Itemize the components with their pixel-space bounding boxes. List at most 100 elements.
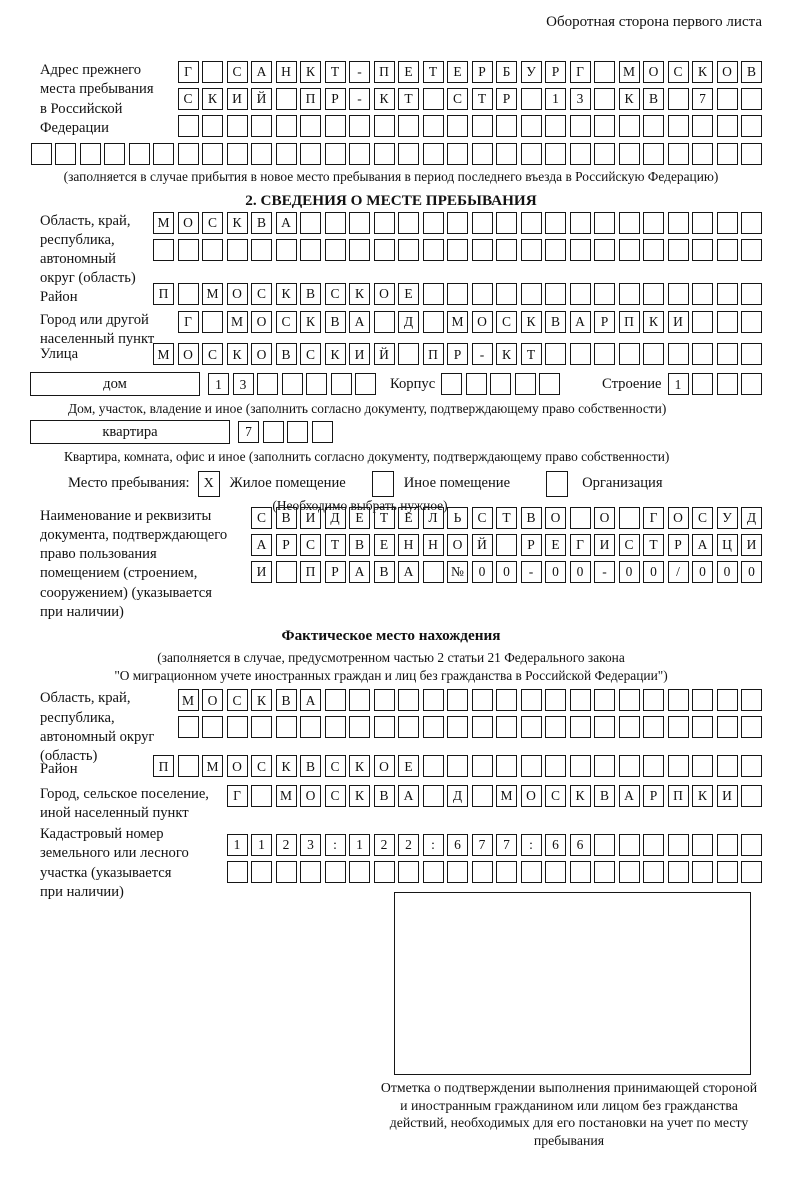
char-cell[interactable]: Д: [324, 506, 346, 529]
char-cell[interactable]: [520, 282, 542, 305]
char-cell[interactable]: [692, 310, 713, 333]
char-cell[interactable]: К: [349, 282, 370, 305]
char-cell[interactable]: П: [422, 343, 444, 366]
char-cell[interactable]: И: [741, 533, 762, 556]
char-cell[interactable]: О: [447, 533, 468, 556]
char-cell[interactable]: [275, 88, 297, 110]
char-cell[interactable]: Й: [251, 88, 272, 110]
char-cell[interactable]: К: [226, 343, 248, 366]
char-cell[interactable]: [520, 115, 542, 137]
char-cell[interactable]: [545, 115, 566, 137]
char-cell[interactable]: [545, 143, 566, 165]
char-cell[interactable]: П: [300, 88, 321, 110]
char-cell[interactable]: [226, 143, 248, 165]
char-cell[interactable]: М: [202, 755, 223, 778]
char-cell[interactable]: [667, 115, 689, 137]
char-cell[interactable]: [545, 211, 566, 234]
char-cell[interactable]: И: [300, 506, 321, 529]
char-cell[interactable]: О: [226, 755, 248, 778]
char-cell[interactable]: [349, 716, 370, 739]
char-cell[interactable]: 1: [226, 834, 248, 857]
char-cell[interactable]: [741, 343, 762, 366]
char-cell[interactable]: М: [153, 211, 174, 234]
char-cell[interactable]: [202, 143, 223, 165]
char-cell[interactable]: 2: [398, 834, 419, 857]
char-cell[interactable]: [177, 115, 199, 137]
char-cell[interactable]: [324, 861, 346, 884]
char-cell[interactable]: [618, 716, 640, 739]
char-cell[interactable]: [496, 533, 517, 556]
char-cell[interactable]: И: [594, 533, 615, 556]
char-cell[interactable]: В: [373, 560, 395, 583]
char-cell[interactable]: 3: [232, 373, 254, 396]
char-cell[interactable]: [496, 755, 517, 778]
char-cell[interactable]: О: [716, 61, 738, 83]
char-cell[interactable]: -: [349, 88, 370, 110]
char-cell[interactable]: [324, 211, 346, 234]
char-cell[interactable]: [349, 115, 370, 137]
char-cell[interactable]: С: [471, 506, 493, 529]
char-cell[interactable]: [692, 211, 713, 234]
char-cell[interactable]: В: [643, 88, 664, 110]
char-cell[interactable]: [569, 861, 591, 884]
char-cell[interactable]: М: [447, 310, 468, 333]
char-cell[interactable]: [569, 238, 591, 261]
char-cell[interactable]: [741, 115, 762, 137]
char-cell[interactable]: 0: [545, 560, 566, 583]
char-cell[interactable]: С: [447, 88, 468, 110]
char-cell[interactable]: [300, 115, 321, 137]
char-cell[interactable]: [300, 143, 321, 165]
char-cell[interactable]: [422, 861, 444, 884]
char-cell[interactable]: Н: [398, 533, 419, 556]
char-cell[interactable]: В: [324, 310, 346, 333]
char-cell[interactable]: [471, 689, 493, 712]
char-cell[interactable]: К: [251, 689, 272, 712]
char-cell[interactable]: [447, 689, 468, 712]
char-cell[interactable]: [569, 115, 591, 137]
stay-type-checkbox-residential[interactable]: X: [197, 470, 220, 497]
char-cell[interactable]: [569, 506, 591, 529]
char-cell[interactable]: [618, 861, 640, 884]
char-cell[interactable]: Ь: [447, 506, 468, 529]
char-cell[interactable]: 3: [300, 834, 321, 857]
char-cell[interactable]: С: [251, 506, 272, 529]
char-cell[interactable]: [349, 143, 370, 165]
char-cell[interactable]: [128, 143, 150, 165]
char-cell[interactable]: [716, 143, 738, 165]
char-cell[interactable]: [471, 861, 493, 884]
char-cell[interactable]: С: [545, 784, 566, 807]
char-cell[interactable]: Т: [324, 61, 346, 83]
char-cell[interactable]: [545, 238, 566, 261]
char-cell[interactable]: П: [618, 310, 640, 333]
char-cell[interactable]: [275, 716, 297, 739]
char-cell[interactable]: О: [667, 506, 689, 529]
char-cell[interactable]: [177, 755, 199, 778]
char-cell[interactable]: [471, 211, 493, 234]
char-cell[interactable]: [447, 115, 468, 137]
char-cell[interactable]: Е: [398, 282, 419, 305]
char-cell[interactable]: 1: [349, 834, 370, 857]
char-cell[interactable]: [306, 373, 327, 396]
char-cell[interactable]: С: [177, 88, 199, 110]
char-cell[interactable]: [349, 238, 370, 261]
char-cell[interactable]: В: [545, 310, 566, 333]
char-cell[interactable]: [398, 211, 419, 234]
char-cell[interactable]: [667, 716, 689, 739]
char-cell[interactable]: О: [520, 784, 542, 807]
char-cell[interactable]: 0: [618, 560, 640, 583]
char-cell[interactable]: [202, 238, 223, 261]
char-cell[interactable]: [667, 343, 689, 366]
char-cell[interactable]: Т: [324, 533, 346, 556]
char-cell[interactable]: [349, 211, 370, 234]
char-cell[interactable]: [539, 373, 561, 396]
char-cell[interactable]: [667, 88, 689, 110]
char-cell[interactable]: [177, 282, 199, 305]
char-cell[interactable]: :: [520, 834, 542, 857]
char-cell[interactable]: [741, 310, 762, 333]
char-cell[interactable]: [716, 115, 738, 137]
char-cell[interactable]: Г: [569, 61, 591, 83]
char-cell[interactable]: О: [226, 282, 248, 305]
char-cell[interactable]: [251, 716, 272, 739]
char-cell[interactable]: В: [275, 343, 297, 366]
char-cell[interactable]: С: [251, 282, 272, 305]
